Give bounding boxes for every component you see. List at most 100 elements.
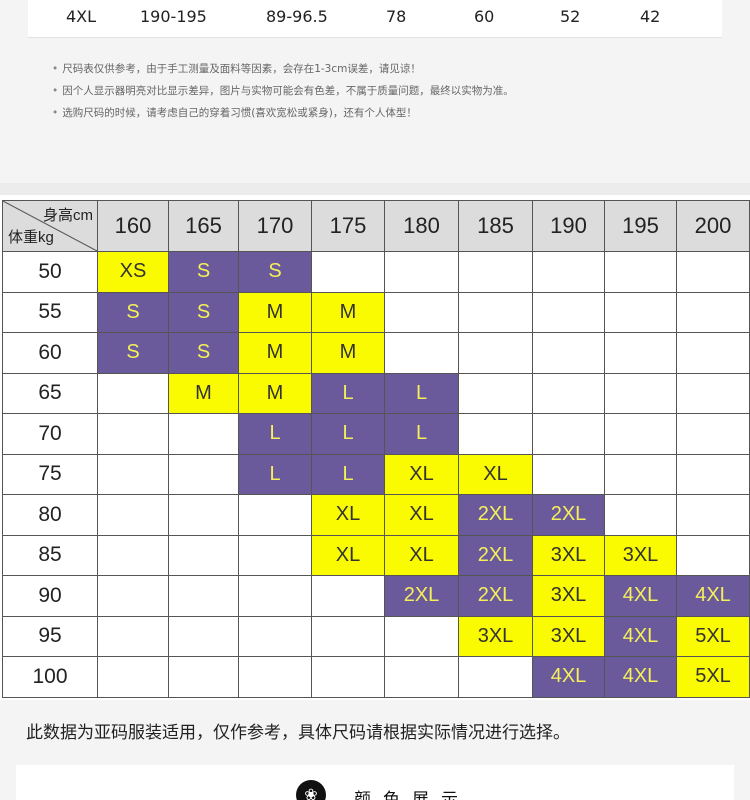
empty-cell	[532, 251, 605, 293]
empty-cell	[238, 575, 312, 617]
empty-cell	[604, 332, 677, 374]
size-cell: M	[311, 332, 385, 374]
row-value-5: 52	[560, 7, 581, 26]
empty-cell	[238, 615, 312, 657]
size-cell: L	[311, 413, 385, 455]
size-cell: 2XL	[458, 534, 533, 576]
empty-cell	[384, 291, 459, 333]
empty-cell	[97, 656, 169, 698]
weight-label-cell: 60	[2, 332, 98, 374]
size-cell: S	[168, 332, 239, 374]
row-value-3: 78	[386, 7, 407, 26]
empty-cell	[676, 413, 750, 455]
height-header-row: 身高cm 体重kg 160 165 170 175 180 185 190 195 200	[2, 200, 750, 252]
height-weight-size-table: 身高cm 体重kg 160 165 170 175 180 185 190 195 200 50 XS S…	[2, 200, 750, 698]
empty-cell	[97, 413, 169, 455]
size-cell: M	[168, 372, 239, 414]
size-cell: S	[238, 251, 312, 293]
paw-icon: ❀	[296, 780, 326, 800]
empty-cell	[168, 534, 239, 576]
weight-label-cell: 95	[2, 615, 98, 657]
size-cell: 5XL	[676, 615, 750, 657]
empty-cell	[458, 413, 533, 455]
size-cell: 2XL	[384, 575, 459, 617]
height-axis-label: 身高cm	[43, 207, 93, 224]
table-row: 75 L L XL XL	[2, 453, 750, 495]
note-item: 尺码表仅供参考，由于手工测量及面料等因素，会存在1-3cm误差，请见谅！	[52, 58, 712, 80]
empty-cell	[532, 453, 605, 495]
table-row: 60 S S M M	[2, 332, 750, 374]
weight-label-cell: 85	[2, 534, 98, 576]
row-value-6: 42	[640, 7, 661, 26]
size-cell: 4XL	[676, 575, 750, 617]
empty-cell	[97, 372, 169, 414]
empty-cell	[97, 494, 169, 536]
weight-label-cell: 75	[2, 453, 98, 495]
empty-cell	[676, 534, 750, 576]
empty-cell	[97, 453, 169, 495]
size-cell: 3XL	[604, 534, 677, 576]
size-cell: XL	[384, 453, 459, 495]
empty-cell	[532, 372, 605, 414]
height-header-cell: 160	[97, 200, 169, 252]
table-row: 90 2XL 2XL 3XL 4XL 4XL	[2, 575, 750, 617]
empty-cell	[168, 615, 239, 657]
size-cell: 3XL	[532, 575, 605, 617]
row-size: 4XL	[66, 7, 97, 26]
empty-cell	[676, 453, 750, 495]
size-cell: M	[238, 372, 312, 414]
empty-cell	[532, 413, 605, 455]
empty-cell	[238, 534, 312, 576]
size-cell: 3XL	[532, 615, 605, 657]
weight-label-cell: 65	[2, 372, 98, 414]
empty-cell	[604, 291, 677, 333]
empty-cell	[97, 534, 169, 576]
size-cell: XL	[384, 534, 459, 576]
size-cell: XL	[384, 494, 459, 536]
table-row: 70 L L L	[2, 413, 750, 455]
size-cell: M	[238, 291, 312, 333]
note-item: 选购尺码的时候，请考虑自己的穿着习惯(喜欢宽松或紧身)，还有个人体型！	[52, 102, 712, 124]
size-cell: 2XL	[458, 575, 533, 617]
section-divider	[0, 183, 750, 195]
table-row: 100 4XL 4XL 5XL	[2, 656, 750, 698]
empty-cell	[97, 615, 169, 657]
table-row: 80 XL XL 2XL 2XL	[2, 494, 750, 536]
empty-cell	[384, 332, 459, 374]
empty-cell	[384, 615, 459, 657]
size-cell: XL	[311, 494, 385, 536]
size-cell: XL	[311, 534, 385, 576]
height-header-cell: 180	[384, 200, 459, 252]
size-cell: S	[168, 251, 239, 293]
corner-cell: 身高cm 体重kg	[2, 200, 98, 252]
weight-label-cell: 100	[2, 656, 98, 698]
size-cell: 2XL	[532, 494, 605, 536]
size-cell: 4XL	[604, 656, 677, 698]
empty-cell	[168, 413, 239, 455]
height-header-cell: 200	[676, 200, 750, 252]
size-cell: L	[384, 413, 459, 455]
note-item: 因个人显示器明亮对比显示差异，图片与实物可能会有色差，不属于质量问题，最终以实物…	[52, 80, 712, 102]
footer-note: 此数据为亚码服装适用，仅作参考，具体尺码请根据实际情况进行选择。	[26, 723, 570, 743]
empty-cell	[676, 372, 750, 414]
size-cell: XS	[97, 251, 169, 293]
empty-cell	[311, 615, 385, 657]
height-header-cell: 170	[238, 200, 312, 252]
size-cell: 3XL	[458, 615, 533, 657]
weight-axis-label: 体重kg	[8, 229, 54, 246]
empty-cell	[604, 413, 677, 455]
size-cell: M	[238, 332, 312, 374]
size-cell: 2XL	[458, 494, 533, 536]
empty-cell	[604, 251, 677, 293]
empty-cell	[168, 494, 239, 536]
empty-cell	[311, 575, 385, 617]
size-cell: 4XL	[604, 615, 677, 657]
empty-cell	[676, 251, 750, 293]
size-cell: L	[238, 413, 312, 455]
size-cell: L	[311, 453, 385, 495]
size-cell: S	[97, 291, 169, 333]
row-height: 190-195	[140, 7, 207, 26]
size-cell: L	[238, 453, 312, 495]
empty-cell	[458, 291, 533, 333]
section-title: 颜色展示	[354, 790, 470, 800]
